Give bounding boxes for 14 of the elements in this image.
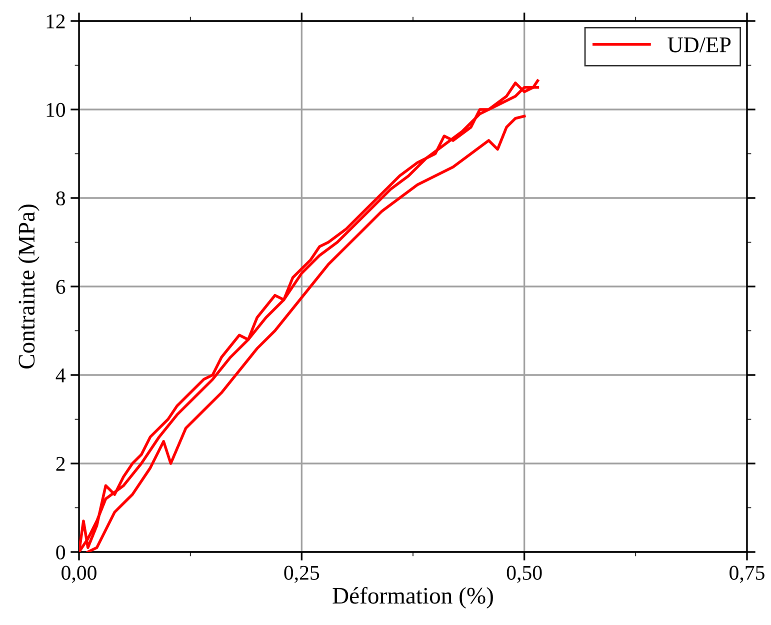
- y-tick-label: 2: [56, 456, 65, 471]
- x-tick-label: 0,50: [506, 566, 542, 583]
- x-tick-label: 0,00: [62, 566, 96, 583]
- x-tick-label: 0,75: [730, 566, 764, 583]
- y-axis-title: Contrainte (MPa): [18, 204, 40, 368]
- legend-label: UD/EP: [668, 37, 731, 52]
- y-tick-label: 4: [56, 368, 66, 382]
- x-tick-label: 0,25: [284, 566, 320, 583]
- y-tick-label: 10: [46, 102, 66, 117]
- x-axis-title: Déformation (%): [332, 586, 493, 609]
- y-tick-label: 12: [46, 14, 65, 28]
- y-tick-label: 0: [56, 545, 66, 560]
- y-tick-label: 6: [56, 280, 66, 294]
- y-tick-label: 8: [56, 191, 66, 206]
